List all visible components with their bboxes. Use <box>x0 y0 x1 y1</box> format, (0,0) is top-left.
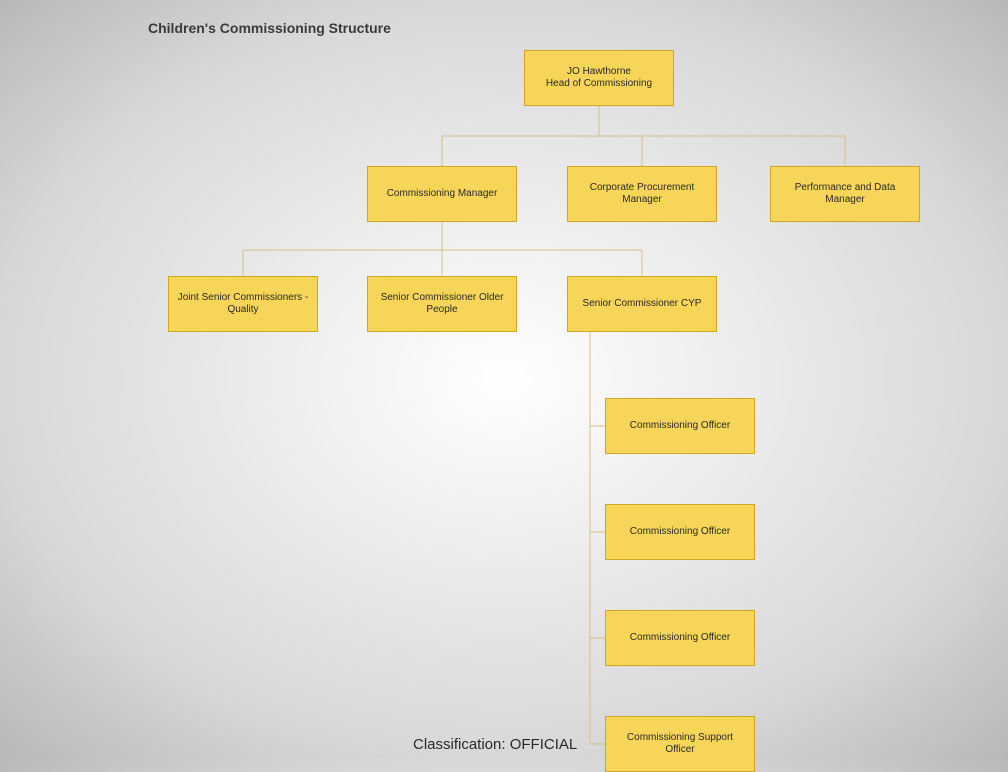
org-node-label: Senior Commissioner Older <box>381 292 504 305</box>
org-node-label: Quality <box>227 304 258 317</box>
org-node-label: JO Hawthorne <box>567 66 631 79</box>
org-node-label: Corporate Procurement <box>590 182 695 195</box>
org-node-co3: Commissioning Officer <box>605 610 755 666</box>
org-node-label: Commissioning Manager <box>387 188 498 201</box>
org-node-label: Joint Senior Commissioners - <box>178 292 309 305</box>
org-node-label: Head of Commissioning <box>546 78 652 91</box>
org-node-sco: Senior Commissioner OlderPeople <box>367 276 517 332</box>
org-node-co1: Commissioning Officer <box>605 398 755 454</box>
org-node-label: Commissioning Officer <box>630 632 730 645</box>
org-node-label: Performance and Data <box>795 182 896 195</box>
org-node-co2: Commissioning Officer <box>605 504 755 560</box>
org-node-scc: Senior Commissioner CYP <box>567 276 717 332</box>
org-node-label: People <box>426 304 457 317</box>
org-node-label: Manager <box>622 194 661 207</box>
classification-footer: Classification: OFFICIAL <box>413 736 577 753</box>
org-node-label: Officer <box>665 744 694 757</box>
org-node-jsc: Joint Senior Commissioners -Quality <box>168 276 318 332</box>
org-node-head: JO HawthorneHead of Commissioning <box>524 50 674 106</box>
org-node-cm: Commissioning Manager <box>367 166 517 222</box>
org-node-pdm: Performance and DataManager <box>770 166 920 222</box>
connector-lines <box>0 0 1008 756</box>
org-node-label: Commissioning Officer <box>630 526 730 539</box>
org-node-label: Commissioning Support <box>627 732 733 745</box>
org-node-cpm: Corporate ProcurementManager <box>567 166 717 222</box>
org-node-label: Senior Commissioner CYP <box>583 298 702 311</box>
org-node-label: Manager <box>825 194 864 207</box>
page-title: Children's Commissioning Structure <box>148 20 391 36</box>
org-node-cso: Commissioning SupportOfficer <box>605 716 755 772</box>
org-node-label: Commissioning Officer <box>630 420 730 433</box>
